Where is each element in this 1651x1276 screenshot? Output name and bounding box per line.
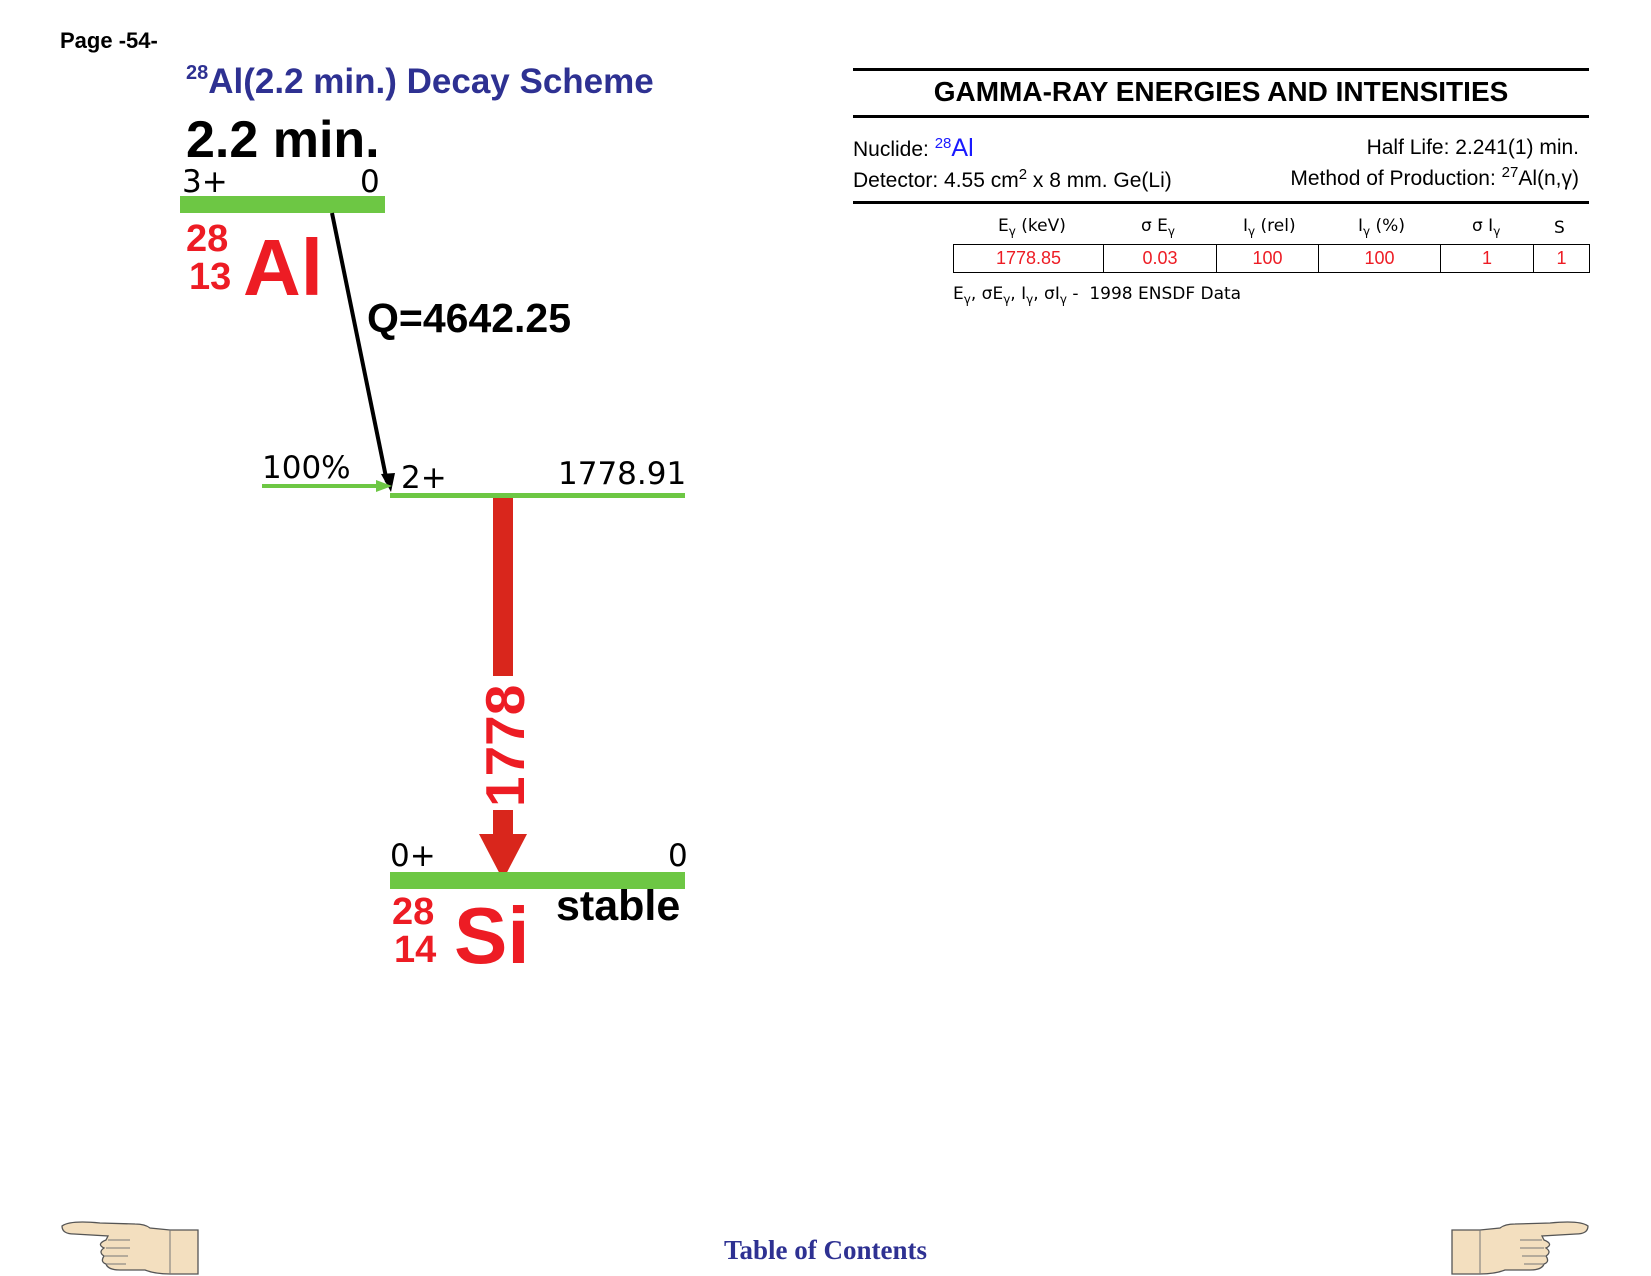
pointing-hand-left-icon[interactable] bbox=[60, 1218, 200, 1276]
decay-scheme-title: 28Al(2.2 min.) Decay Scheme bbox=[186, 62, 654, 102]
daughter-energy: 0 bbox=[668, 838, 688, 874]
header-i-rel-symbol: I bbox=[1243, 216, 1249, 236]
nuclide-info: Nuclide: 28Al bbox=[853, 134, 974, 163]
excited-spin: 2+ bbox=[401, 460, 447, 496]
header-s: S bbox=[1554, 218, 1565, 238]
nuclide-symbol: Al bbox=[951, 134, 974, 162]
header-sigma-i-symbol: σ I bbox=[1472, 216, 1494, 236]
branch-feed-arrow bbox=[262, 480, 392, 492]
parent-mass-number: 28 bbox=[186, 218, 229, 260]
gamma-transition-arrow bbox=[479, 496, 527, 880]
branch-percent: 100% bbox=[262, 450, 351, 486]
detector-info: Detector: 4.55 cm2 x 8 mm. Ge(Li) bbox=[853, 166, 1172, 193]
production-mass: 27 bbox=[1501, 164, 1519, 181]
nuclide-mass: 28 bbox=[934, 135, 952, 152]
header-sigma-energy: σ Eγ bbox=[1141, 216, 1175, 238]
parent-symbol: Al bbox=[243, 223, 323, 312]
data-source-label: 1998 ENSDF Data bbox=[1089, 284, 1242, 304]
q-value: Q=4642.25 bbox=[367, 295, 572, 341]
detector-suffix: x 8 mm. Ge(Li) bbox=[1027, 169, 1172, 192]
nuclide-label: Nuclide: bbox=[853, 138, 929, 161]
pointing-hand-right-icon[interactable] bbox=[1450, 1218, 1590, 1276]
gamma-subscript: γ bbox=[1363, 224, 1371, 239]
cell-energy: 1778.85 bbox=[953, 244, 1104, 273]
table-title-rule bbox=[853, 115, 1589, 118]
beta-decay-arrow bbox=[330, 212, 395, 492]
header-energy-symbol: E bbox=[998, 216, 1009, 236]
cell-sigma-i: 1 bbox=[1440, 244, 1534, 273]
cell-i-pct: 100 bbox=[1318, 244, 1441, 273]
detector-exponent: 2 bbox=[1018, 166, 1028, 183]
header-i-rel-unit: (rel) bbox=[1255, 216, 1296, 236]
half-life-info: Half Life: 2.241(1) min. bbox=[1366, 136, 1579, 159]
daughter-mass-number: 28 bbox=[392, 891, 435, 933]
daughter-symbol: Si bbox=[454, 891, 530, 980]
header-sigma-i: σ Iγ bbox=[1472, 216, 1500, 238]
production-prefix: Method of Production: bbox=[1290, 167, 1502, 190]
header-energy: Eγ (keV) bbox=[998, 216, 1066, 238]
parent-atomic-number: 13 bbox=[189, 256, 232, 298]
daughter-status: stable bbox=[556, 882, 681, 930]
cell-i-rel: 100 bbox=[1216, 244, 1319, 273]
table-top-rule bbox=[853, 68, 1589, 71]
title-mass-number: 28 bbox=[186, 62, 209, 84]
gamma-subscript: γ bbox=[1493, 224, 1501, 239]
header-i-pct-unit: (%) bbox=[1370, 216, 1405, 236]
header-sigma-energy-symbol: σ E bbox=[1141, 216, 1168, 236]
parent-half-life: 2.2 min. bbox=[186, 111, 380, 169]
title-text: Al(2.2 min.) Decay Scheme bbox=[208, 62, 654, 101]
header-energy-unit: (keV) bbox=[1015, 216, 1066, 236]
table-row: 1778.85 0.03 100 100 1 1 bbox=[953, 244, 1590, 273]
gamma-energy-label: 1778 bbox=[474, 684, 536, 807]
gamma-subscript: γ bbox=[1008, 224, 1016, 239]
header-i-pct-symbol: I bbox=[1358, 216, 1364, 236]
daughter-spin: 0+ bbox=[390, 838, 436, 874]
nuclide-value: 28Al bbox=[934, 134, 974, 162]
daughter-level-bar bbox=[390, 872, 685, 889]
excited-energy: 1778.91 bbox=[558, 456, 687, 492]
daughter-atomic-number: 14 bbox=[394, 929, 437, 971]
header-i-rel: Iγ (rel) bbox=[1243, 216, 1296, 238]
gamma-subscript: γ bbox=[1167, 224, 1176, 239]
detector-prefix: Detector: 4.55 cm bbox=[853, 169, 1019, 192]
page-number: Page -54- bbox=[60, 28, 158, 53]
table-info-rule bbox=[853, 201, 1589, 204]
header-i-pct: Iγ (%) bbox=[1358, 216, 1405, 238]
production-info: Method of Production: 27Al(n,γ) bbox=[1290, 164, 1579, 191]
cell-sigma-energy: 0.03 bbox=[1103, 244, 1217, 273]
parent-energy: 0 bbox=[360, 164, 380, 200]
parent-spin: 3+ bbox=[182, 164, 228, 200]
gamma-table: 1778.85 0.03 100 100 1 1 bbox=[953, 244, 1590, 273]
parent-level-bar bbox=[180, 196, 385, 213]
cell-s: 1 bbox=[1533, 244, 1590, 273]
gamma-table-title: GAMMA-RAY ENERGIES AND INTENSITIES bbox=[933, 76, 1509, 107]
table-of-contents-link[interactable]: Table of Contents bbox=[724, 1235, 928, 1265]
production-reaction: Al(n,γ) bbox=[1518, 167, 1579, 190]
excited-level-bar bbox=[390, 493, 685, 498]
gamma-subscript: γ bbox=[1248, 224, 1256, 239]
data-source-note: Eγ, σEγ, Iγ, σIγ - 1998 ENSDF Data bbox=[953, 284, 1242, 307]
